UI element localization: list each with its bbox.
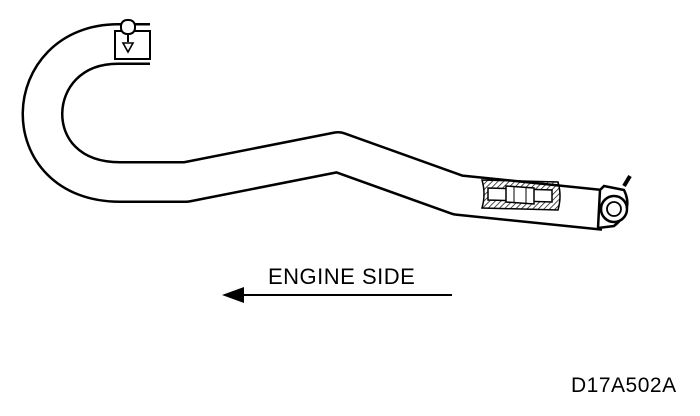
hose-joint	[480, 179, 561, 211]
banjo-fitting	[596, 174, 632, 230]
hose	[21, 23, 607, 231]
hose-clamp	[114, 19, 151, 60]
direction-label: ENGINE SIDE	[268, 264, 416, 289]
figure-code: D17A502A	[571, 374, 677, 397]
direction-arrow	[222, 287, 452, 303]
